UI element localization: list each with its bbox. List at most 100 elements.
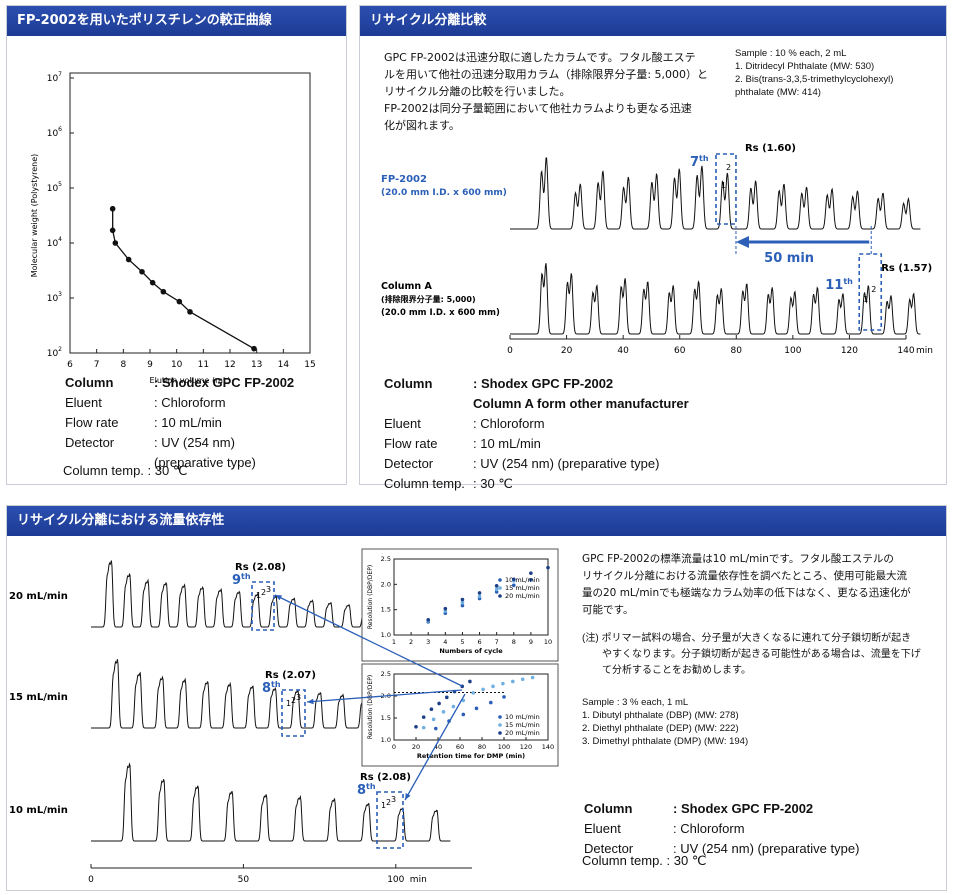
- x-tick-label: 140: [542, 743, 554, 751]
- flow-rate-note-line: やすくなります。分子鎖切断が起きる可能性がある場合は、流量を下げ: [602, 649, 921, 660]
- legend-label: 10 mL/min: [505, 713, 540, 721]
- connector-arrowhead: [307, 698, 314, 705]
- peak-1-label: 1: [863, 295, 868, 304]
- y-tick-label: 1.0: [381, 631, 391, 639]
- condition-cell: : 10 mL/min: [154, 415, 222, 430]
- data-point: [474, 706, 479, 711]
- legend-marker: [498, 594, 502, 598]
- x-tick-label: 8: [512, 638, 516, 646]
- recycle-comparison-sample-line: phthalate (MW: 414): [735, 87, 821, 98]
- data-point: [529, 577, 533, 582]
- y-tick-label: 1.0: [381, 736, 391, 744]
- data-point: [434, 726, 438, 731]
- cycle-number: 8th: [357, 782, 376, 798]
- recycle-comparison-description-line: ルを用いて他社の迅速分取用カラム（排除限界分子量: 5,000）と: [384, 68, 709, 81]
- data-point: [511, 679, 515, 684]
- flow-rate-panel: リサイクル分離における流量依存性 20 mL/min 15 mL/min 10 mL…: [6, 505, 947, 891]
- peak-numbers-label: 3: [266, 585, 271, 594]
- column-a-resolution: Rs (1.57): [881, 263, 932, 274]
- recycle-comparison-description-line: GPC FP-2002は迅速分取に適したカラムです。フタル酸エステ: [384, 51, 696, 64]
- data-point: [109, 227, 116, 234]
- peak-numbers-label: 1: [256, 591, 261, 600]
- condition-cell: Eluent: [384, 416, 421, 431]
- condition-cell: : 30 ℃: [473, 476, 513, 491]
- data-point: [187, 309, 193, 315]
- recycle-comparison-description: GPC FP-2002は迅速分取に適したカラムです。フタル酸エステ ルを用いて他社…: [384, 49, 708, 134]
- x-tick-label: 20: [412, 743, 420, 751]
- condition-cell: Column: [384, 376, 433, 391]
- fp2002-chromatogram: [510, 157, 921, 230]
- condition-cell: Column: [584, 801, 633, 816]
- column-a-chromatogram: [510, 263, 921, 335]
- time-unit: min: [410, 875, 427, 885]
- data-point: [546, 565, 550, 570]
- data-point: [176, 298, 183, 305]
- x-tick-label: 100: [498, 743, 510, 751]
- condition-cell: Flow rate: [65, 415, 119, 430]
- time-tick-label: 60: [674, 346, 686, 356]
- data-point: [491, 684, 495, 689]
- x-tick-label: 8: [120, 360, 126, 370]
- data-point: [421, 715, 426, 719]
- data-point: [530, 675, 535, 680]
- flow-rate-description-line: 可能です。: [582, 604, 634, 616]
- cycle-number: 9th: [232, 572, 251, 588]
- recycle-comparison-chromatograms: FP-2002 (20.0 mm I.D. x 600 mm) Column A (排…: [381, 143, 933, 356]
- x-axis-label: Numbers of cycle: [439, 647, 503, 655]
- data-point: [461, 712, 466, 717]
- connector-line: [306, 689, 463, 703]
- peak-numbers-label: 1: [286, 699, 291, 708]
- connector-arrowhead: [405, 793, 411, 800]
- time-tick-label: 80: [731, 346, 743, 356]
- data-point: [477, 591, 482, 595]
- data-point: [125, 256, 132, 263]
- data-point: [251, 345, 257, 352]
- peak-2-label: 2: [871, 285, 876, 294]
- cycle-box: [376, 791, 404, 849]
- legend-marker: [498, 715, 502, 719]
- x-tick-label: 10: [171, 360, 183, 370]
- time-tick-label: 20: [561, 346, 573, 356]
- flow-rate-panel-title: リサイクル分離における流量依存性: [7, 506, 946, 536]
- connector-line: [274, 594, 463, 687]
- flow-rate-sample-line: 1. Dibutyl phthalate (DBP) (MW: 278): [582, 710, 739, 721]
- time-tick-label: 120: [841, 346, 858, 356]
- x-tick-label: 40: [434, 743, 442, 751]
- connector-line: [404, 693, 466, 801]
- recycle-comparison-description-line: リサイクル分離の比較を行いました。: [384, 85, 571, 98]
- data-point: [477, 594, 482, 599]
- y-tick-label: 2.5: [381, 555, 391, 563]
- column-a-label: Column A: [381, 281, 432, 292]
- fp2002-dimensions: (20.0 mm I.D. x 600 mm): [381, 188, 507, 198]
- legend-label: 10 mL/min: [505, 576, 540, 584]
- data-point: [460, 600, 465, 605]
- legend-marker: [498, 586, 502, 590]
- data-point: [421, 725, 426, 730]
- condition-cell: : UV (254 nm) (preparative type): [673, 841, 860, 856]
- x-tick-label: 0: [392, 743, 396, 751]
- y-axis-label: Resolution (DBP/DEP): [367, 675, 374, 739]
- data-point: [451, 704, 456, 709]
- x-axis-label: Retention time for DMP (min): [417, 752, 525, 760]
- data-point: [489, 700, 493, 705]
- x-tick-label: 6: [477, 638, 481, 646]
- y-tick-label: 1.5: [381, 714, 391, 722]
- column-a-dimensions: (20.0 mm I.D. x 600 mm): [381, 308, 500, 318]
- data-point: [494, 590, 499, 594]
- flow-rate-sample-line: 2. Diethyl phthalate (DEP) (MW: 222): [582, 723, 739, 734]
- y-axis-label: Molecular weight (Polystyrene): [30, 154, 39, 278]
- condition-cell: : Chloroform: [673, 821, 745, 836]
- peak-2-label: 2: [726, 163, 731, 172]
- condition-cell: Eluent: [584, 821, 621, 836]
- resolution-label: Rs (2.08): [235, 562, 286, 573]
- flow-rate-label: 10 mL/min: [9, 805, 68, 816]
- column-a-cycle-number: 11th: [825, 277, 853, 293]
- condition-cell: : UV (254 nm): [154, 435, 235, 450]
- flow-rate-description-line: 量の20 mL/minでも極端なカラム効率の低下はなく、更なる迅速化が: [582, 587, 911, 599]
- data-point: [471, 691, 476, 695]
- recycle-comparison-conditions: Column: Shodex GPC FP-2002 Column A form …: [382, 373, 691, 495]
- y-tick-label: 2.0: [381, 580, 391, 588]
- x-axis-label: Elution volume (mL): [150, 376, 231, 385]
- legend-marker: [498, 731, 502, 735]
- time-tick-label: 0: [88, 875, 94, 885]
